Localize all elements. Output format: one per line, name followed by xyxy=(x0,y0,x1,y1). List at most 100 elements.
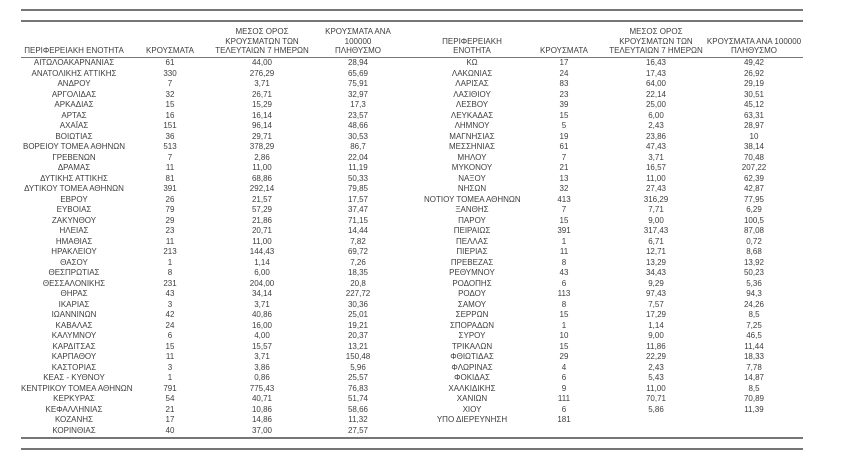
cases-cell: 7 xyxy=(167,79,173,88)
avg7days-cell: 11,00 xyxy=(646,383,666,393)
cases-cell: 23 xyxy=(559,89,569,99)
table-row: ΚΑΒΑΛΑΣ 24 16,00 19,21 xyxy=(21,321,405,332)
table-row: ΣΕΡΡΩΝ 15 17,29 8,5 xyxy=(424,310,804,321)
cases-cell: 7 xyxy=(167,152,173,162)
region-cell: ΙΚΑΡΙΑΣ xyxy=(58,299,90,309)
table-row: ΚΕΝΤΡΙΚΟΥ ΤΟΜΕΑ ΑΘΗΝΩΝ 791 775,43 76,83 xyxy=(21,384,405,395)
region-cell: ΥΠΟ ΔΙΕΡΕΥΝΗΣΗ xyxy=(436,415,508,424)
avg7days-cell: 27,43 xyxy=(645,184,667,193)
cases-cell: 11 xyxy=(559,247,569,256)
per100k-cell: 10 xyxy=(749,131,759,141)
per100k-cell: 30,36 xyxy=(347,299,369,309)
per100k-cell: 150,48 xyxy=(345,352,371,361)
per100k-cell: 32,97 xyxy=(347,89,369,99)
cases-cell: 15 xyxy=(559,341,569,351)
table-row: ΥΠΟ ΔΙΕΡΕΥΝΗΣΗ 181 xyxy=(424,415,804,426)
per100k-cell: 70,89 xyxy=(743,394,765,403)
per100k-cell: 13,21 xyxy=(347,341,369,351)
region-cell: ΛΕΣΒΟΥ xyxy=(455,100,489,109)
cases-cell: 7 xyxy=(561,205,567,214)
cases-cell: 39 xyxy=(559,100,569,109)
avg7days-cell: 3,71 xyxy=(648,152,664,162)
per100k-cell: 7,25 xyxy=(746,320,762,330)
cases-cell: 16 xyxy=(165,110,175,120)
per100k-cell: 86,7 xyxy=(350,142,366,151)
cases-cell: 13 xyxy=(559,173,569,183)
avg7days-cell: 3,71 xyxy=(254,299,270,309)
per100k-cell: 23,57 xyxy=(347,110,369,120)
per100k-cell: 24,26 xyxy=(743,299,765,309)
table-row: ΦΘΙΩΤΙΔΑΣ 29 22,29 18,33 xyxy=(424,352,804,363)
region-column-header: ΠΕΡΙΦΕΡΕΙΑΚΗ ΕΝΟΤΗΤΑ xyxy=(442,36,502,56)
cases-cell: 8 xyxy=(561,257,567,267)
per100k-cell: 65,69 xyxy=(347,68,369,78)
table-row: ΚΑΛΥΜΝΟΥ 6 4,00 20,37 xyxy=(21,331,405,342)
region-cell: ΛΑΡΙΣΑΣ xyxy=(455,79,489,88)
per100k-cell: 22,04 xyxy=(347,152,369,162)
table-row: ΕΒΡΟΥ 26 21,57 17,57 xyxy=(21,195,405,206)
cases-cell: 8 xyxy=(167,268,173,277)
region-cell: ΡΟΔΟΠΗΣ xyxy=(452,278,492,288)
avg7days-cell: 7,71 xyxy=(648,205,664,214)
cases-cell: 81 xyxy=(165,173,175,183)
avg7days-cell: 316,29 xyxy=(643,194,669,204)
table-row: ΔΥΤΙΚΗΣ ΑΤΤΙΚΗΣ 81 68,86 50,33 xyxy=(21,174,405,185)
table-row: ΘΕΣΠΡΩΤΙΑΣ 8 6,00 18,35 xyxy=(21,268,405,279)
cases-cell: 43 xyxy=(165,289,175,298)
avg7days-cell: 64,00 xyxy=(645,79,667,88)
avg7days-cell: 15,29 xyxy=(251,100,273,109)
table-row: ΚΕΑΣ - ΚΥΘΝΟΥ 1 0,86 25,57 xyxy=(21,373,405,384)
cases-cell: 11 xyxy=(165,163,175,172)
cases-cell: 10 xyxy=(559,331,569,340)
table-row: ΠΑΡΟΥ 15 9,00 100,5 xyxy=(424,216,804,227)
per100k-cell: 26,92 xyxy=(743,68,765,78)
cases-cell: 61 xyxy=(559,142,569,151)
cases-cell: 21 xyxy=(165,404,175,414)
table-row: ΤΡΙΚΑΛΩΝ 15 11,86 11,44 xyxy=(424,342,804,353)
table-row: ΘΑΣΟΥ 1 1,14 7,26 xyxy=(21,258,405,269)
region-cell: ΤΡΙΚΑΛΩΝ xyxy=(451,341,493,351)
cases-cell: 6 xyxy=(561,373,567,382)
region-cell: ΔΡΑΜΑΣ xyxy=(57,163,91,172)
avg7days-cell: 3,71 xyxy=(254,352,270,361)
table-row: ΔΡΑΜΑΣ 11 11,00 11,19 xyxy=(21,163,405,174)
avg7days-cell: 17,29 xyxy=(645,310,667,319)
table-row: ΛΑΣΙΘΙΟΥ 23 22,14 30,51 xyxy=(424,90,804,101)
avg7days-cell: 44,00 xyxy=(251,58,273,67)
avg7days-column-header: ΜΕΣΟΣ ΟΡΟΣ ΚΡΟΥΣΜΑΤΩΝ ΤΩΝ ΤΕΛΕΥΤΑΙΩΝ 7 Η… xyxy=(215,27,309,56)
avg7days-cell: 57,29 xyxy=(251,205,273,214)
region-cell: ΗΛΕΙΑΣ xyxy=(59,226,89,235)
table-row: ΗΛΕΙΑΣ 23 20,71 14,44 xyxy=(21,226,405,237)
avg7days-cell: 29,71 xyxy=(251,131,273,141)
avg7days-cell: 25,00 xyxy=(645,100,667,109)
per100k-cell: 27,57 xyxy=(347,425,369,435)
cases-cell: 32 xyxy=(165,89,175,99)
region-cell: ΛΑΣΙΘΙΟΥ xyxy=(453,89,491,99)
avg7days-cell: 21,57 xyxy=(251,194,273,204)
table-row: ΝΗΣΩΝ 32 27,43 42,87 xyxy=(424,184,804,195)
avg7days-cell: 40,71 xyxy=(251,394,273,403)
per100k-cell: 7,82 xyxy=(350,236,366,246)
table-row: ΠΕΛΛΑΣ 1 6,71 0,72 xyxy=(424,237,804,248)
per100k-cell: 42,87 xyxy=(743,184,765,193)
table-row: ΗΜΑΘΙΑΣ 11 11,00 7,82 xyxy=(21,237,405,248)
avg7days-cell: 16,43 xyxy=(645,58,667,67)
cases-cell: 7 xyxy=(561,152,567,162)
cases-cell: 23 xyxy=(165,226,175,235)
table-row: ΛΑΚΩΝΙΑΣ 24 17,43 26,92 xyxy=(424,69,804,80)
region-cell: ΜΥΚΟΝΟΥ xyxy=(451,163,493,172)
region-cell: ΙΩΑΝΝΙΝΩΝ xyxy=(51,310,97,319)
per100k-cell: 207,22 xyxy=(741,163,767,172)
per100k-cell: 69,72 xyxy=(347,247,369,256)
cases-cell: 413 xyxy=(557,194,571,204)
region-cell: ΚΟΡΙΝΘΙΑΣ xyxy=(52,425,96,435)
per100k-cell: 28,94 xyxy=(347,58,369,67)
per100k-cell: 50,33 xyxy=(347,173,369,183)
cases-cell: 6 xyxy=(561,404,567,414)
region-cell: ΠΕΛΛΑΣ xyxy=(455,236,489,246)
regional-cases-table-right: ΠΕΡΙΦΕΡΕΙΑΚΗ ΕΝΟΤΗΤΑ ΚΡΟΥΣΜΑΤΑ ΜΕΣΟΣ ΟΡΟ… xyxy=(424,24,804,426)
per100k-cell: 28,97 xyxy=(743,121,765,130)
avg7days-cell: 40,86 xyxy=(251,310,273,319)
cases-cell: 32 xyxy=(559,184,569,193)
